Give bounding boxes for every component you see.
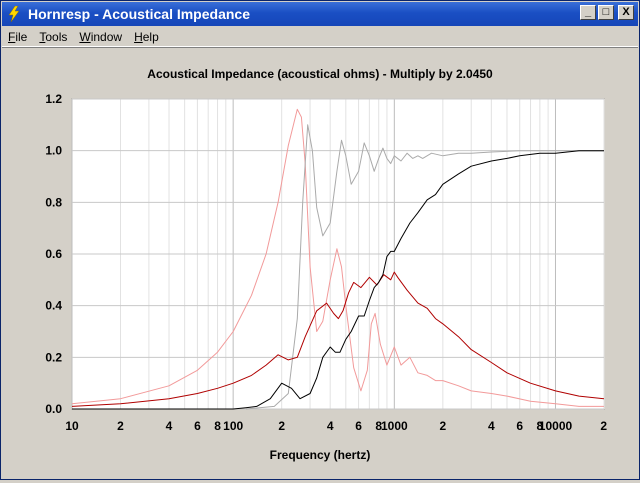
y-tick-label: 1.0 (45, 144, 62, 158)
lightning-bolt-icon (8, 6, 20, 22)
impedance-chart: Acoustical Impedance (acoustical ohms) -… (45, 67, 607, 462)
series-line-1 (71, 108, 604, 407)
close-button[interactable]: X (618, 5, 634, 20)
menu-window[interactable]: Window (79, 29, 123, 44)
x-axis-label: Frequency (hertz) (270, 448, 371, 462)
x-tick-label: 10000 (539, 419, 573, 433)
menu-file[interactable]: File (8, 29, 28, 44)
x-tick-label: 8 (375, 419, 382, 433)
x-tick-label: 10 (65, 419, 79, 433)
y-tick-label: 0.0 (45, 402, 62, 416)
y-tick-label: 0.4 (45, 299, 62, 313)
chart-title: Acoustical Impedance (acoustical ohms) -… (147, 67, 493, 81)
chart-panel: Acoustical Impedance (acoustical ohms) -… (2, 48, 638, 478)
window-title: Hornresp - Acoustical Impedance (28, 6, 250, 22)
maximize-button[interactable]: □ (598, 5, 614, 20)
minimize-button[interactable]: _ (580, 5, 596, 20)
x-tick-label: 2 (117, 419, 124, 433)
menu-tools[interactable]: Tools (39, 29, 68, 44)
x-tick-label: 8 (537, 419, 544, 433)
title-bar[interactable]: Hornresp - Acoustical Impedance _ □ X (2, 2, 638, 26)
y-tick-label: 0.6 (45, 247, 62, 261)
menu-help[interactable]: Help (134, 29, 159, 44)
y-axis-ticks: 0.0 0.2 0.4 0.6 0.8 1.0 1.2 (45, 92, 62, 416)
x-tick-label: 1000 (381, 419, 408, 433)
y-tick-label: 0.8 (45, 195, 62, 209)
x-tick-label: 8 (214, 419, 221, 433)
x-tick-label: 2 (600, 419, 607, 433)
x-tick-label: 6 (355, 419, 362, 433)
y-tick-label: 0.2 (45, 350, 62, 364)
x-tick-label: 2 (439, 419, 446, 433)
series-line-3 (71, 271, 605, 407)
x-tick-label: 6 (516, 419, 523, 433)
window-controls: _ □ X (580, 5, 634, 20)
grid (71, 98, 605, 410)
x-tick-label: 100 (223, 419, 243, 433)
x-tick-label: 6 (194, 419, 201, 433)
series-line-2 (245, 124, 604, 410)
series-line-4 (72, 150, 604, 410)
x-tick-label: 2 (278, 419, 285, 433)
y-tick-label: 1.2 (45, 92, 62, 106)
series-group (71, 108, 605, 410)
x-tick-label: 4 (327, 419, 334, 433)
menu-bar: File Tools Window Help (2, 27, 638, 47)
x-tick-label: 4 (488, 419, 495, 433)
x-tick-label: 4 (166, 419, 173, 433)
